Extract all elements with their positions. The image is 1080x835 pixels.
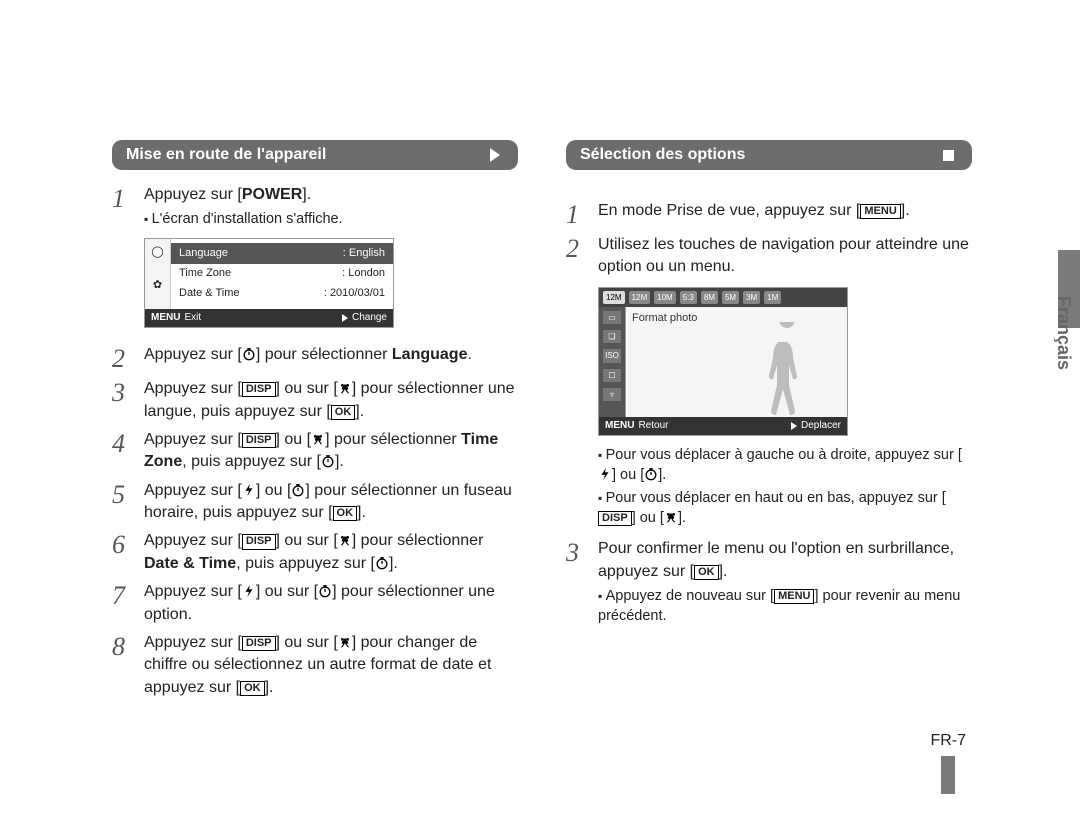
- side-tab-label: Français: [1053, 296, 1074, 370]
- timer-icon: [644, 467, 658, 481]
- step-number: 1: [566, 200, 598, 228]
- timer-icon: [375, 556, 389, 570]
- gear-icon: ✿: [153, 278, 162, 293]
- step-bullet: Pour vous déplacer en haut ou en bas, ap…: [598, 489, 972, 528]
- person-silhouette-icon: [757, 322, 817, 417]
- flash-icon: [242, 483, 256, 497]
- disp-icon: DISP: [242, 636, 276, 651]
- disp-icon: DISP: [242, 382, 276, 397]
- left-header-text: Mise en route de l'appareil: [126, 146, 326, 164]
- step-text: Utilisez les touches de navigation pour …: [598, 236, 969, 275]
- ok-icon: OK: [694, 565, 719, 580]
- play-icon: [490, 148, 500, 162]
- left-column: Mise en route de l'appareil 1 Appuyez su…: [112, 140, 518, 705]
- macro-icon: [338, 381, 352, 395]
- timer-icon: [242, 347, 256, 361]
- step-number: 1: [112, 184, 144, 338]
- macro-icon: [338, 635, 352, 649]
- page-number: FR-7: [930, 732, 966, 794]
- step-number: 4: [112, 429, 144, 474]
- right-header: Sélection des options: [566, 140, 972, 170]
- ok-icon: OK: [240, 681, 265, 696]
- timer-icon: [291, 483, 305, 497]
- lcd-label: Format photo: [632, 311, 697, 326]
- step-bold: POWER: [242, 186, 302, 203]
- timer-icon: [321, 454, 335, 468]
- clock-icon: ◯: [151, 245, 163, 260]
- right-header-text: Sélection des options: [580, 146, 745, 164]
- step-bullet: L'écran d'installation s'affiche.: [144, 210, 518, 230]
- menu-icon: MENU: [774, 589, 814, 604]
- disp-icon: DISP: [242, 433, 276, 448]
- flash-icon: [598, 467, 612, 481]
- step-bullet: Appuyez de nouveau sur [MENU] pour reven…: [598, 587, 972, 626]
- step-number: 2: [112, 344, 144, 372]
- step-number: 5: [112, 480, 144, 525]
- stop-icon: [943, 150, 954, 161]
- left-steps: 1 Appuyez sur [POWER]. L'écran d'install…: [112, 184, 518, 699]
- step-number: 3: [566, 538, 598, 630]
- step-number: 2: [566, 234, 598, 532]
- disp-icon: DISP: [598, 511, 632, 526]
- macro-icon: [311, 432, 325, 446]
- lcd-menu-screen: 12M 12M 10M 5:3 8M 5M 3M 1M: [598, 287, 848, 436]
- timer-icon: [318, 584, 332, 598]
- disp-icon: DISP: [242, 534, 276, 549]
- right-column: Sélection des options 1 En mode Prise de…: [566, 140, 972, 705]
- step-text: Appuyez sur [: [144, 186, 242, 203]
- flash-icon: [242, 584, 256, 598]
- lcd-size-bar: 12M 12M 10M 5:3 8M 5M 3M 1M: [599, 288, 847, 307]
- left-header: Mise en route de l'appareil: [112, 140, 518, 170]
- macro-icon: [338, 533, 352, 547]
- triangle-right-icon: [342, 314, 348, 322]
- lcd-setup-screen: ◯ ✿ Language: English Time Zone: London …: [144, 238, 394, 328]
- step-bullet: Pour vous déplacer à gauche ou à droite,…: [598, 446, 972, 485]
- language-side-tab: Français: [1046, 250, 1080, 410]
- step-number: 8: [112, 632, 144, 699]
- right-steps: 1 En mode Prise de vue, appuyez sur [MEN…: [566, 200, 972, 630]
- step-number: 3: [112, 378, 144, 423]
- ok-icon: OK: [331, 405, 356, 420]
- ok-icon: OK: [333, 506, 358, 521]
- step-number: 6: [112, 530, 144, 575]
- page-tab-bar: [941, 756, 955, 794]
- menu-icon: MENU: [860, 204, 900, 219]
- step-number: 7: [112, 581, 144, 626]
- macro-icon: [664, 510, 678, 524]
- triangle-right-icon: [791, 422, 797, 430]
